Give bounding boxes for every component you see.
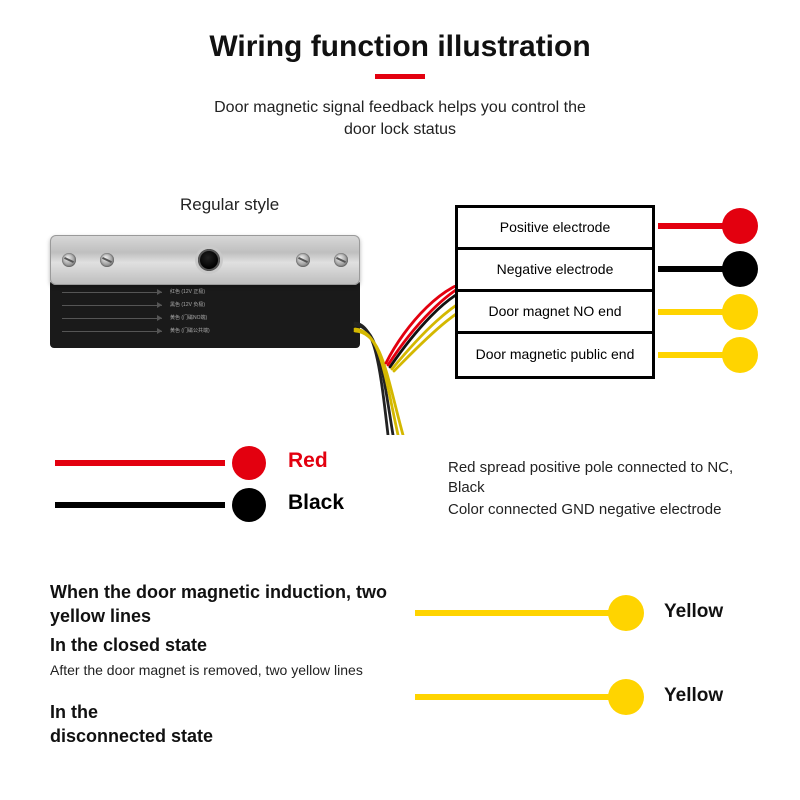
- style-label: Regular style: [180, 195, 279, 215]
- screw-icon: [334, 253, 348, 267]
- bottom-heading-1: When the door magnetic induction, two ye…: [50, 580, 410, 629]
- legend-dot-icon: [232, 488, 266, 522]
- table-row: Negative electrode: [458, 250, 652, 292]
- desc-text-1: Red spread positive pole connected to NC…: [448, 458, 758, 499]
- screw-icon: [296, 253, 310, 267]
- wire-dot-icon: [722, 251, 758, 287]
- screw-icon: [100, 253, 114, 267]
- yellow-dot-icon: [608, 679, 644, 715]
- device-body: 红色 (12V 正极) 黑色 (12V 负极) 黄色 (门磁NO端) 黄色 (门…: [50, 280, 360, 348]
- screw-icon: [62, 253, 76, 267]
- wire-line: [658, 352, 728, 358]
- row-label: Door magnetic public end: [476, 347, 635, 362]
- legend-label-red: Red: [288, 449, 328, 473]
- device-faceplate: [50, 235, 360, 285]
- title-underline: [375, 74, 425, 79]
- dev-label-2: 黄色 (门磁NO端): [170, 314, 207, 321]
- wire-line: [658, 309, 728, 315]
- subtitle-line2: door lock status: [344, 121, 456, 138]
- table-row: Positive electrode: [458, 208, 652, 250]
- wire-dot-icon: [722, 337, 758, 373]
- bottom-heading-2: In the closed state: [50, 633, 410, 657]
- yellow-line: [415, 610, 615, 616]
- wire-line: [658, 223, 728, 229]
- subtitle-line1: Door magnetic signal feedback helps you …: [214, 99, 586, 116]
- yellow-line: [415, 694, 615, 700]
- row-label: Negative electrode: [497, 262, 614, 277]
- bottom-small-text: After the door magnet is removed, two ye…: [50, 662, 430, 678]
- yellow-label: Yellow: [664, 601, 723, 623]
- row-label: Positive electrode: [500, 220, 611, 235]
- yellow-dot-icon: [608, 595, 644, 631]
- dev-label-1: 黑色 (12V 负极): [170, 301, 205, 308]
- dev-label-3: 黄色 (门磁公共端): [170, 327, 210, 334]
- page-title: Wiring function illustration: [0, 0, 800, 64]
- desc-text-2: Color connected GND negative electrode: [448, 500, 758, 520]
- legend-line: [55, 502, 225, 508]
- legend-label-black: Black: [288, 491, 344, 515]
- table-row: Door magnetic public end: [458, 334, 652, 376]
- table-row: Door magnet NO end: [458, 292, 652, 334]
- row-label: Door magnet NO end: [488, 304, 621, 319]
- legend-dot-icon: [232, 446, 266, 480]
- wiring-table: Positive electrode Negative electrode Do…: [455, 205, 655, 379]
- bottom-heading-3a: In the: [50, 700, 98, 724]
- dev-label-0: 红色 (12V 正极): [170, 288, 205, 295]
- legend-line: [55, 460, 225, 466]
- wire-dot-icon: [722, 208, 758, 244]
- wire-line: [658, 266, 728, 272]
- yellow-label: Yellow: [664, 685, 723, 707]
- wire-dot-icon: [722, 294, 758, 330]
- device-illustration: 红色 (12V 正极) 黑色 (12V 负极) 黄色 (门磁NO端) 黄色 (门…: [50, 235, 420, 380]
- subtitle: Door magnetic signal feedback helps you …: [0, 97, 800, 140]
- bolt-hole-icon: [198, 249, 220, 271]
- bottom-heading-3b: disconnected state: [50, 724, 213, 748]
